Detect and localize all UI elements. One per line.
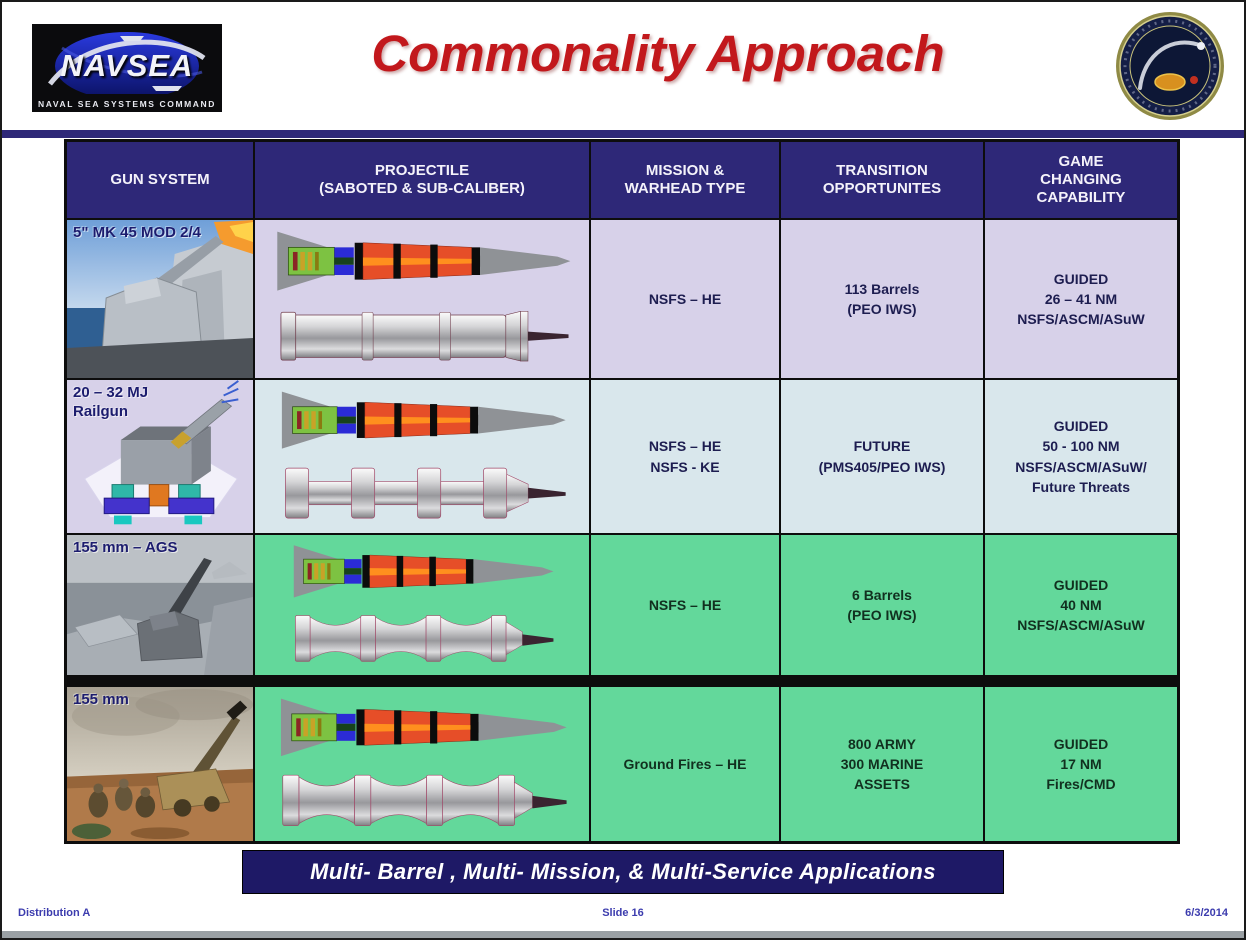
- projectile-cell: [255, 380, 589, 533]
- projectile-cutaway-image: [265, 542, 579, 601]
- gun-cell-howitzer: 155 mm: [67, 687, 253, 841]
- mission-cell: Ground Fires – HE: [591, 687, 779, 841]
- mk45-naval-gun-photo: [67, 220, 253, 378]
- railgun-sabot-image: [265, 461, 579, 525]
- page-title: Commonality Approach: [371, 25, 945, 82]
- column-header-gun-system: GUN SYSTEM: [67, 142, 253, 218]
- bottom-banner: Multi- Barrel , Multi- Mission, & Multi-…: [242, 850, 1004, 894]
- sabot-round-image: [265, 303, 579, 369]
- projectile-cutaway-image: [265, 388, 579, 452]
- header-divider-bar: [2, 130, 1244, 138]
- column-header-capability: GAME CHANGING CAPABILITY: [985, 142, 1177, 218]
- capability-cell: GUIDED 26 – 41 NM NSFS/ASCM/ASuW: [985, 220, 1177, 378]
- mission-cell: NSFS – HE: [591, 535, 779, 675]
- capability-cell: GUIDED 50 - 100 NM NSFS/ASCM/ASuW/ Futur…: [985, 380, 1177, 533]
- transition-cell: 800 ARMY 300 MARINE ASSETS: [781, 687, 983, 841]
- footer-date: 6/3/2014: [1185, 907, 1228, 919]
- navsea-logo-title: NAVSEA: [60, 48, 194, 83]
- transition-cell: 6 Barrels (PEO IWS): [781, 535, 983, 675]
- navsea-logo: NAVSEA NAVAL SEA SYSTEMS COMMAND: [32, 24, 222, 112]
- navsea-logo-subtitle: NAVAL SEA SYSTEMS COMMAND: [37, 99, 217, 109]
- gun-label: 155 mm: [73, 691, 129, 708]
- projectile-cell: [255, 687, 589, 841]
- commonality-table: GUN SYSTEM PROJECTILE (SABOTED & SUB-CAL…: [64, 139, 1180, 844]
- footer-distribution: Distribution A: [18, 907, 91, 919]
- footer-slide-number: Slide 16: [602, 907, 644, 919]
- scalloped-sabot-image: [265, 609, 579, 668]
- gun-cell-ags: 155 mm – AGS: [67, 535, 253, 675]
- column-header-transition: TRANSITION OPPORTUNITES: [781, 142, 983, 218]
- column-header-mission: MISSION & WARHEAD TYPE: [591, 142, 779, 218]
- projectile-cell: [255, 535, 589, 675]
- rail-gun-seal-icon: [1114, 10, 1226, 122]
- gun-label: 20 – 32 MJ Railgun: [73, 384, 149, 420]
- mission-cell: NSFS – HE NSFS - KE: [591, 380, 779, 533]
- gun-cell-railgun: 20 – 32 MJ Railgun: [67, 380, 253, 533]
- gun-label: 155 mm – AGS: [73, 539, 178, 556]
- projectile-cell: [255, 220, 589, 378]
- slide-footer: Distribution A Slide 16 6/3/2014: [2, 907, 1244, 929]
- transition-cell: 113 Barrels (PEO IWS): [781, 220, 983, 378]
- slide-bottom-shadow: [2, 931, 1244, 938]
- capability-cell: GUIDED 40 NM NSFS/ASCM/ASuW: [985, 535, 1177, 675]
- thick-row-divider: [67, 677, 1177, 685]
- transition-cell: FUTURE (PMS405/PEO IWS): [781, 380, 983, 533]
- scalloped-sabot-image: [265, 768, 579, 833]
- gun-cell-mk45: 5" MK 45 MOD 2/4: [67, 220, 253, 378]
- projectile-cutaway-image: [265, 228, 579, 294]
- mission-cell: NSFS – HE: [591, 220, 779, 378]
- towed-howitzer-desert-photo: [67, 687, 253, 841]
- capability-cell: GUIDED 17 NM Fires/CMD: [985, 687, 1177, 841]
- projectile-cutaway-image: [265, 695, 579, 760]
- gun-label: 5" MK 45 MOD 2/4: [73, 224, 201, 241]
- column-header-projectile: PROJECTILE (SABOTED & SUB-CALIBER): [255, 142, 589, 218]
